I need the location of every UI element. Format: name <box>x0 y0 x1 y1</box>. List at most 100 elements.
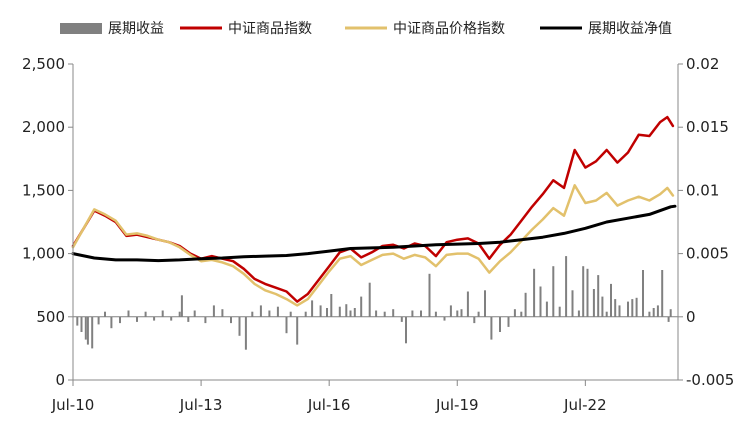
roll-yield-bar <box>545 301 548 317</box>
x-tick-label: Jul-19 <box>435 396 479 414</box>
roll-yield-bar <box>97 316 100 325</box>
roll-yield-bar <box>204 316 207 324</box>
roll-yield-bar <box>289 311 292 317</box>
roll-yield-bar <box>161 310 164 317</box>
roll-yield-bar <box>565 256 568 317</box>
roll-yield-bar <box>345 304 348 317</box>
axes-layer: 0 500 1,000 1,500 2,000 2,500 -0.005 0 0.005 0.01… <box>22 55 734 414</box>
roll-yield-bar <box>86 316 89 345</box>
series-line-cppi <box>71 184 675 307</box>
roll-yield-bar <box>648 311 651 317</box>
roll-yield-bar <box>449 305 452 317</box>
roll-yield-bar <box>319 305 322 317</box>
y-left-tick-label: 2,000 <box>22 118 65 136</box>
roll-yield-bar <box>304 311 307 317</box>
roll-yield-bar <box>259 305 262 317</box>
legend-label-ccpi: 中证商品指数 <box>228 21 312 37</box>
roll-yield-bar <box>285 316 288 334</box>
roll-yield-bar <box>91 316 94 349</box>
roll-yield-bar <box>400 316 403 322</box>
roll-yield-bar <box>539 286 542 317</box>
roll-yield-bar <box>127 310 130 317</box>
x-tick-label: Jul-10 <box>51 396 95 414</box>
roll-yield-bar <box>187 316 190 322</box>
roll-yield-bar <box>338 306 341 317</box>
roll-yield-bar <box>330 294 333 317</box>
roll-yield-bar <box>466 291 469 317</box>
roll-yield-bar <box>411 310 414 317</box>
roll-yield-bar <box>484 290 486 317</box>
roll-yield-bar <box>375 310 378 317</box>
roll-yield-bar <box>383 311 386 317</box>
roll-yield-bar <box>618 305 621 317</box>
roll-yield-bar <box>552 266 555 317</box>
roll-yield-bar <box>212 305 215 317</box>
roll-yield-bar <box>597 275 600 317</box>
legend: 展期收益 中证商品指数 中证商品价格指数 展期收益净值 <box>60 21 672 37</box>
roll-yield-bar <box>392 309 395 317</box>
roll-yield-bar <box>610 283 612 317</box>
legend-label-nav: 展期收益净值 <box>588 21 672 37</box>
roll-yield-bar <box>520 311 523 317</box>
roll-yield-bar <box>577 310 580 317</box>
y-right-tick-label: -0.005 <box>686 371 734 389</box>
roll-yield-bar <box>456 310 459 317</box>
x-tick-label: Jul-22 <box>563 396 607 414</box>
roll-yield-bar <box>110 316 113 329</box>
roll-yield-bar <box>605 311 608 317</box>
roll-yield-bar <box>238 316 241 336</box>
roll-yield-bar <box>631 299 634 317</box>
y-left-tick-label: 500 <box>36 308 65 326</box>
y-left-tick-label: 2,500 <box>22 55 65 73</box>
roll-yield-bar <box>244 316 247 350</box>
legend-label-cppi: 中证商品价格指数 <box>393 21 505 37</box>
roll-yield-bar <box>661 270 664 317</box>
roll-yield-bar <box>170 316 173 321</box>
y-right-tick-label: 0 <box>686 308 696 326</box>
roll-yield-bar <box>353 308 356 317</box>
y-left-tick-label: 0 <box>55 371 65 389</box>
roll-yield-bar <box>230 316 232 324</box>
roll-yield-bar <box>193 310 196 317</box>
legend-swatch-roll <box>60 23 102 34</box>
roll-yield-bar <box>405 316 407 344</box>
roll-yield-bar <box>571 290 574 317</box>
x-tick-label: Jul-13 <box>179 396 223 414</box>
series-line-nav <box>71 204 677 263</box>
y-left-tick-label: 1,500 <box>22 181 65 199</box>
legend-label-roll: 展期收益 <box>108 21 164 37</box>
roll-yield-bar <box>104 311 106 317</box>
bars-layer <box>73 256 678 350</box>
x-tick-label: Jul-16 <box>307 396 351 414</box>
y-left-tick-label: 1,000 <box>22 245 65 263</box>
roll-yield-bar <box>443 316 446 321</box>
roll-yield-bar <box>84 316 87 340</box>
roll-yield-bar <box>268 310 271 317</box>
roll-yield-bar <box>434 311 437 317</box>
roll-yield-bar <box>656 305 659 317</box>
roll-yield-bar <box>349 310 352 317</box>
roll-yield-bar <box>669 309 672 317</box>
roll-yield-bar <box>180 295 183 317</box>
lines-layer <box>71 115 677 307</box>
roll-yield-bar <box>153 316 156 321</box>
roll-yield-bar <box>368 282 371 317</box>
roll-yield-bar <box>76 316 79 326</box>
roll-yield-bar <box>524 292 527 317</box>
roll-yield-bar <box>251 311 254 317</box>
roll-yield-bar <box>477 311 480 317</box>
roll-yield-bar <box>490 316 493 340</box>
y-right-tick-label: 0.01 <box>686 181 719 199</box>
y-right-tick-label: 0.015 <box>686 118 729 136</box>
roll-yield-bar <box>601 296 604 317</box>
roll-yield-bar <box>582 266 585 317</box>
roll-yield-bar <box>311 300 314 317</box>
roll-yield-bar <box>178 311 181 317</box>
roll-yield-bar <box>276 306 279 317</box>
roll-yield-bar <box>558 306 561 317</box>
roll-yield-bar <box>80 316 83 332</box>
roll-yield-bar <box>460 309 463 317</box>
roll-yield-bar <box>667 316 670 322</box>
